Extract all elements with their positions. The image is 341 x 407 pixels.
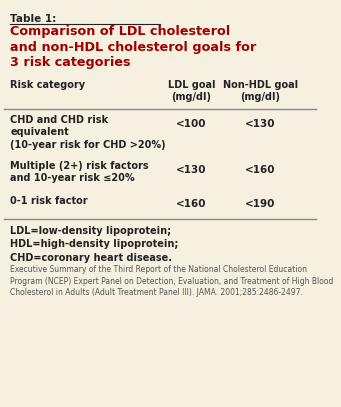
Text: Risk category: Risk category [11, 80, 86, 90]
Text: Comparison of LDL cholesterol
and non-HDL cholesterol goals for
3 risk categorie: Comparison of LDL cholesterol and non-HD… [11, 25, 257, 69]
Text: 0-1 risk factor: 0-1 risk factor [11, 196, 88, 206]
Text: CHD and CHD risk
equivalent
(10-year risk for CHD >20%): CHD and CHD risk equivalent (10-year ris… [11, 115, 166, 150]
Text: Executive Summary of the Third Report of the National Cholesterol Education Prog: Executive Summary of the Third Report of… [11, 265, 334, 297]
Text: LDL=low-density lipoprotein;
HDL=high-density lipoprotein;
CHD=coronary heart di: LDL=low-density lipoprotein; HDL=high-de… [11, 226, 179, 263]
Text: <160: <160 [245, 165, 276, 175]
Text: <190: <190 [245, 199, 275, 209]
Text: Table 1:: Table 1: [11, 14, 57, 24]
Text: Multiple (2+) risk factors
and 10-year risk ≤20%: Multiple (2+) risk factors and 10-year r… [11, 161, 149, 183]
Text: <100: <100 [176, 119, 207, 129]
Text: <160: <160 [176, 199, 207, 209]
Text: Non-HDL goal
(mg/dl): Non-HDL goal (mg/dl) [223, 80, 298, 102]
Text: <130: <130 [176, 165, 207, 175]
Text: <130: <130 [245, 119, 276, 129]
Text: LDL goal
(mg/dl): LDL goal (mg/dl) [168, 80, 215, 102]
